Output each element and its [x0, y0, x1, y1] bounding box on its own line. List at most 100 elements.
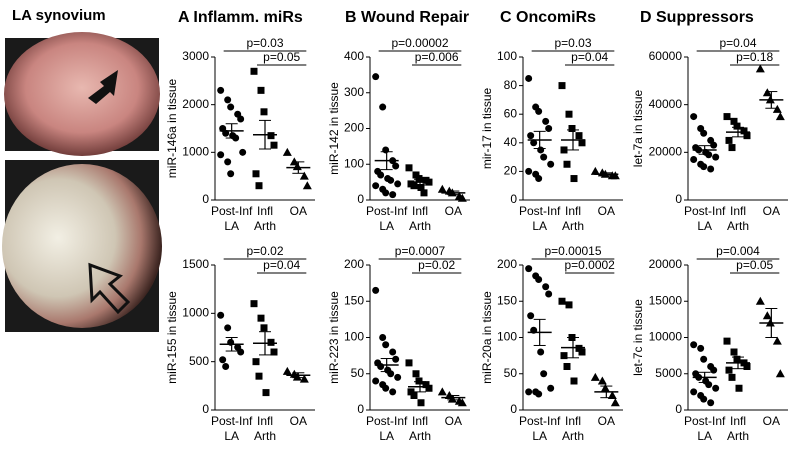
data-point: [690, 341, 698, 349]
y-tick-label: 20: [504, 164, 518, 178]
y-tick-label: 60000: [649, 49, 683, 63]
data-point: [723, 113, 731, 121]
data-point: [700, 355, 708, 363]
data-point: [697, 344, 705, 352]
y-tick-label: 0: [675, 402, 682, 416]
data-point: [568, 125, 576, 132]
data-point: [527, 132, 535, 140]
y-tick-label: 100: [497, 49, 517, 63]
data-point: [412, 171, 420, 179]
data-point: [730, 348, 738, 356]
data-point: [372, 377, 380, 385]
data-point: [560, 352, 568, 360]
data-point: [405, 164, 413, 172]
y-tick-label: 1000: [182, 306, 209, 320]
data-point: [394, 373, 402, 381]
data-point: [730, 117, 738, 125]
p-value: p=0.0002: [564, 258, 615, 272]
panel-header: A Inflamm. miRs: [178, 9, 303, 26]
data-point: [292, 372, 302, 381]
data-point: [690, 388, 698, 396]
data-point: [525, 74, 533, 82]
x-tick-label: LA: [224, 429, 239, 443]
data-point: [578, 139, 586, 147]
data-point: [372, 286, 380, 294]
y-tick-label: 0: [202, 402, 209, 416]
data-point: [260, 108, 268, 116]
data-point: [710, 366, 718, 374]
data-point: [725, 366, 733, 374]
y-tick-label: 1000: [182, 145, 209, 159]
data-point: [382, 146, 390, 154]
x-tick-label: Arth: [254, 219, 276, 233]
data-point: [755, 64, 765, 73]
y-tick-label: 0: [510, 192, 517, 206]
y-tick-label: 0: [357, 402, 364, 416]
data-point: [707, 165, 715, 173]
data-point: [457, 193, 467, 202]
x-tick-label: Infl: [565, 204, 581, 218]
data-point: [607, 391, 617, 399]
p-value: p=0.0007: [395, 244, 446, 258]
y-tick-label: 60: [504, 106, 518, 120]
data-point: [712, 384, 720, 392]
y-tick-label: 15000: [649, 293, 683, 307]
y-tick-label: 10000: [649, 330, 683, 344]
p-value: p=0.02: [246, 244, 283, 258]
data-point: [537, 348, 545, 356]
x-tick-label: Post-Inf: [366, 204, 408, 218]
data-point: [437, 184, 447, 193]
p-value: p=0.18: [736, 50, 773, 64]
data-point: [565, 110, 573, 118]
data-point: [302, 181, 312, 190]
photo-top: [4, 32, 160, 156]
data-point: [545, 290, 553, 298]
x-tick-label: Post-Inf: [684, 204, 726, 218]
data-point: [590, 166, 600, 175]
x-tick-label: OA: [290, 414, 307, 428]
data-point: [762, 88, 772, 97]
data-point: [227, 170, 235, 178]
data-point: [299, 171, 309, 180]
data-point: [578, 348, 586, 356]
data-point: [547, 160, 555, 168]
data-point: [392, 355, 400, 363]
x-tick-label: Infl: [257, 414, 273, 428]
data-point: [733, 122, 741, 130]
data-point: [570, 377, 578, 385]
data-point: [735, 384, 743, 392]
data-point: [425, 384, 433, 392]
data-point: [227, 103, 235, 111]
panel-header: B Wound Repair: [345, 9, 469, 26]
x-tick-label: OA: [598, 204, 615, 218]
y-tick-label: 0: [357, 192, 364, 206]
data-point: [410, 182, 418, 190]
data-point: [382, 341, 390, 349]
data-point: [372, 73, 380, 81]
y-tick-label: 5000: [655, 366, 682, 380]
panel-header: D Suppressors: [640, 9, 754, 26]
y-tick-label: 20000: [649, 145, 683, 159]
data-point: [270, 141, 278, 149]
y-tick-label: 150: [344, 293, 364, 307]
data-point: [743, 132, 751, 140]
data-point: [217, 311, 225, 319]
data-point: [527, 312, 535, 320]
data-point: [377, 171, 385, 179]
data-point: [262, 389, 270, 397]
p-value: p=0.03: [554, 36, 591, 50]
photo-bottom: [2, 160, 162, 332]
p-value: p=0.00002: [391, 36, 448, 50]
data-point: [224, 158, 232, 166]
y-tick-label: 40: [504, 135, 518, 149]
data-point: [710, 141, 718, 149]
x-tick-label: OA: [598, 414, 615, 428]
data-point: [437, 387, 447, 396]
x-tick-label: Post-Inf: [366, 414, 408, 428]
data-point: [525, 167, 533, 175]
y-axis-label: miR-155 in tissue: [165, 291, 179, 384]
data-point: [377, 363, 385, 370]
data-point: [712, 153, 720, 161]
data-point: [772, 104, 782, 113]
data-point: [525, 265, 533, 273]
